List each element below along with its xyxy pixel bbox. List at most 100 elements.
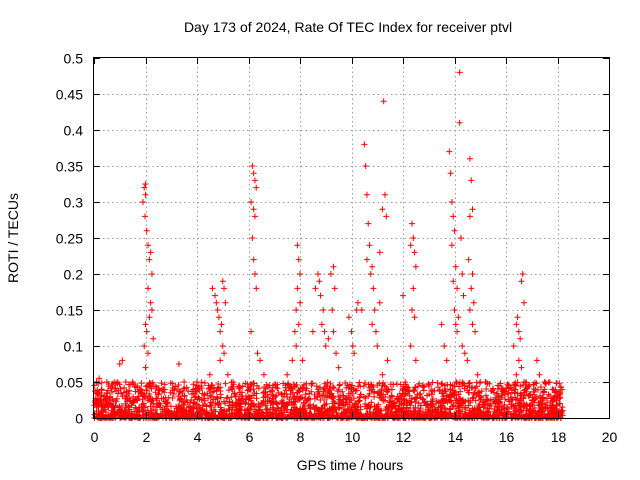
baseline-point	[356, 379, 363, 386]
data-point	[363, 256, 370, 263]
baseline-point	[279, 397, 286, 404]
data-point	[317, 292, 324, 299]
baseline-point	[208, 393, 215, 400]
baseline-point	[413, 395, 420, 402]
data-point	[383, 213, 390, 220]
data-point	[253, 184, 260, 191]
baseline-point	[106, 394, 113, 401]
data-point	[260, 371, 267, 378]
baseline-point	[428, 398, 435, 405]
baseline-point	[317, 411, 324, 418]
data-point	[456, 69, 463, 76]
data-point	[459, 271, 466, 277]
data-point	[322, 343, 329, 349]
baseline-point	[505, 382, 512, 389]
baseline-point	[152, 406, 159, 413]
baseline-point	[395, 406, 402, 413]
data-point	[141, 213, 148, 220]
baseline-point	[483, 392, 490, 399]
data-point	[515, 357, 522, 364]
baseline-point	[330, 398, 337, 405]
baseline-point	[371, 414, 378, 421]
baseline-point	[99, 408, 106, 415]
baseline-point	[378, 395, 385, 402]
baseline-point	[139, 412, 146, 419]
baseline-point	[335, 405, 342, 412]
data-point	[143, 227, 150, 234]
baseline-point	[286, 396, 293, 403]
baseline-point	[270, 395, 277, 402]
baseline-point	[297, 385, 304, 392]
data-point	[518, 278, 525, 285]
baseline-point	[493, 390, 500, 397]
data-point	[381, 191, 388, 198]
data-point	[145, 285, 152, 292]
baseline-point	[235, 385, 242, 392]
y-tick-label: 0	[75, 411, 83, 427]
data-point	[464, 357, 471, 364]
baseline-point	[109, 402, 116, 409]
baseline-point	[393, 395, 400, 402]
baseline-point	[416, 380, 423, 387]
data-point	[376, 249, 383, 256]
baseline-point	[232, 393, 239, 400]
baseline-point	[428, 391, 435, 398]
baseline-point	[268, 399, 275, 406]
data-point	[410, 235, 417, 241]
data-point	[351, 350, 358, 357]
baseline-point	[554, 414, 561, 421]
baseline-point	[474, 405, 481, 412]
baseline-point	[417, 390, 424, 397]
baseline-point	[222, 380, 229, 387]
baseline-point	[468, 407, 475, 414]
data-point	[206, 371, 213, 378]
data-point	[257, 357, 264, 364]
data-point	[379, 206, 386, 213]
baseline-point	[442, 406, 449, 413]
baseline-point	[375, 390, 382, 397]
baseline-point	[248, 400, 255, 407]
data-point	[221, 350, 228, 357]
baseline-point	[192, 393, 199, 400]
baseline-point	[300, 401, 307, 408]
baseline-point	[424, 392, 431, 399]
baseline-point	[423, 412, 430, 419]
data-point	[474, 371, 481, 378]
baseline-point	[255, 404, 262, 411]
baseline-point	[403, 397, 410, 404]
baseline-point	[544, 395, 551, 402]
baseline-point	[447, 386, 454, 393]
baseline-point	[188, 409, 195, 416]
baseline-point	[532, 386, 539, 393]
axis-ticks	[94, 58, 610, 419]
baseline-point	[461, 404, 468, 411]
y-tick-label: 0.2	[64, 267, 84, 283]
data-point	[412, 357, 419, 364]
data-point	[454, 285, 461, 292]
grid-lines	[94, 58, 609, 418]
baseline-point	[334, 412, 341, 419]
baseline-point	[516, 399, 523, 406]
baseline-point	[467, 399, 474, 406]
baseline-point	[91, 382, 98, 389]
data-point	[141, 184, 148, 191]
baseline-point	[129, 414, 136, 421]
data-point	[142, 321, 149, 328]
data-point	[150, 335, 157, 342]
baseline-point	[439, 402, 446, 409]
baseline-point	[202, 414, 209, 421]
baseline-point	[139, 401, 146, 408]
baseline-point	[245, 401, 252, 408]
baseline-point	[172, 414, 179, 421]
data-point	[141, 343, 148, 349]
baseline-point	[494, 406, 501, 413]
data-point	[284, 371, 291, 378]
baseline-point	[273, 392, 280, 399]
data-point	[348, 328, 355, 335]
data-point	[345, 314, 352, 321]
baseline-point	[175, 407, 182, 414]
baseline-point	[248, 381, 255, 388]
baseline-point	[165, 407, 172, 414]
x-tick-label: 8	[297, 429, 305, 445]
baseline-point	[348, 407, 355, 414]
